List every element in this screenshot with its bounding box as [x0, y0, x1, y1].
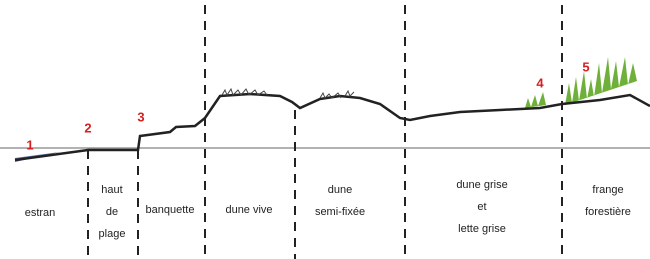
marker-number: 2	[84, 120, 91, 135]
zone-label: haut	[101, 184, 122, 196]
zone-label: estran	[25, 207, 56, 219]
dune-profile-diagram: 1 2 3 4 5 estran haut de plage banquette dune vive…	[0, 0, 650, 259]
marker-number: 5	[582, 59, 589, 74]
zone-label: forestière	[585, 206, 631, 218]
zone-label: de	[106, 206, 118, 218]
zone-label: et	[477, 201, 486, 213]
dividers	[88, 5, 562, 259]
marker-number: 1	[26, 137, 33, 152]
zone-label: semi-fixée	[315, 206, 365, 218]
forest	[565, 57, 637, 105]
zone-label: lette grise	[458, 223, 506, 235]
shrubs	[525, 92, 546, 108]
zone-label: plage	[99, 228, 126, 240]
zone-label: dune vive	[225, 204, 272, 216]
marker-number: 3	[137, 109, 144, 124]
zone-label: dune grise	[456, 179, 507, 191]
zone-label: dune	[328, 184, 352, 196]
terrain-profile	[15, 94, 650, 160]
marker-number: 4	[536, 75, 544, 90]
grass	[222, 89, 354, 98]
zone-label: banquette	[146, 204, 195, 216]
zone-label: frange	[592, 184, 623, 196]
